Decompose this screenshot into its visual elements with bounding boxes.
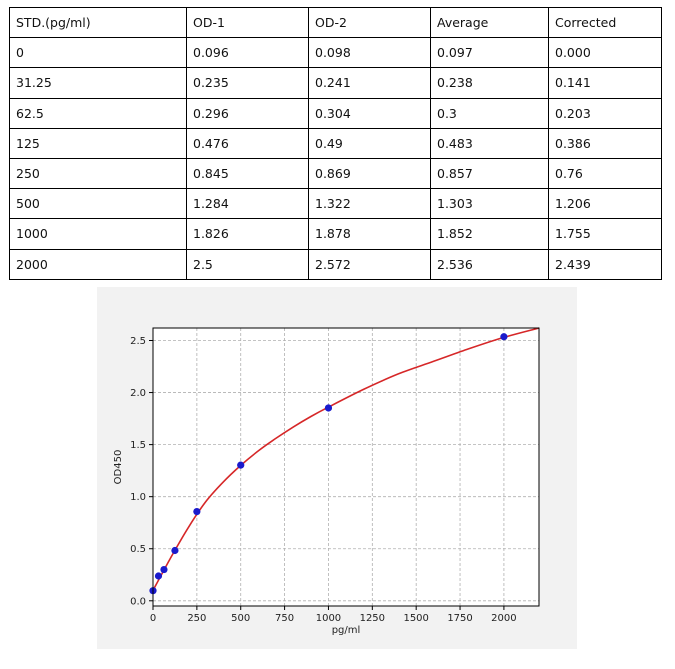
table-cell: 0 [9,37,187,69]
y-tick-label: 0.0 [130,596,146,607]
table-cell: 1.852 [430,218,549,250]
table-row: 500 1.284 1.322 1.303 1.206 [9,188,662,220]
table-cell: 0.000 [548,37,662,69]
table-cell: 0.141 [548,67,662,99]
x-tick-label: 2000 [491,613,516,624]
y-axis-label: OD450 [113,450,124,485]
table-cell: 0.238 [430,67,549,99]
table-cell: 250 [9,157,187,190]
header-cell: OD-2 [308,6,431,39]
table-cell: 62.5 [9,97,187,129]
y-tick-label: 2.5 [130,336,146,347]
chart-panel: 0 250 500 750 1000 1250 1500 1750 2000 0.0 0.5 1.0 1… [97,287,577,649]
table-cell: 1.755 [548,218,662,250]
table-cell: 0.845 [186,157,309,190]
table-cell: 0.098 [308,37,431,69]
table-cell: 0.483 [430,127,549,159]
x-tick-label: 1250 [360,613,385,624]
table-cell: 0.241 [308,67,431,99]
x-tick-label: 750 [275,613,294,624]
data-point [171,546,179,555]
table-cell: 500 [9,188,187,220]
standard-curve-chart: 0 250 500 750 1000 1250 1500 1750 2000 0.0 0.5 1.0 1… [113,327,540,636]
table-cell: 0.857 [430,157,549,190]
axis-ticks: 0 250 500 750 1000 1250 1500 1750 2000 0.0 0.5 1.0 1… [130,336,517,624]
table-cell: 0.49 [308,127,431,159]
fit-curve-layer [152,327,540,591]
table-cell: 0.296 [186,97,309,129]
x-tick-label: 1000 [316,613,341,624]
table-cell: 2000 [9,248,187,280]
table-row: 250 0.845 0.869 0.857 0.76 [9,157,662,190]
grid-lines [152,328,539,606]
header-cell: OD-1 [186,6,309,39]
table-cell: 0.097 [430,37,549,69]
table-cell: 0.869 [308,157,431,190]
table-cell: 2.5 [186,248,309,280]
table-header-row: STD.(pg/ml) OD-1 OD-2 Average Corrected [9,6,662,39]
table-cell: 2.536 [430,248,549,280]
y-tick-label: 1.5 [130,440,146,451]
header-cell: Average [430,6,549,39]
table-cell: 1.878 [308,218,431,250]
y-tick-label: 0.5 [130,544,146,555]
x-tick-label: 500 [231,613,250,624]
table-cell: 2.572 [308,248,431,280]
table-cell: 0.304 [308,97,431,129]
table-cell: 1000 [9,218,187,250]
fit-curve [152,327,540,591]
table-cell: 0.3 [430,97,549,129]
data-point [160,565,168,574]
table-cell: 125 [9,127,187,159]
table-cell: 1.303 [430,188,549,220]
table-cell: 0.203 [548,97,662,129]
x-axis-label: pg/ml [332,625,361,636]
table-row: 31.25 0.235 0.241 0.238 0.141 [9,67,662,99]
data-point [324,404,333,412]
header-cell: STD.(pg/ml) [9,6,187,39]
table-cell: 0.096 [186,37,309,69]
x-tick-label: 250 [187,613,206,624]
table-cell: 0.476 [186,127,309,159]
table-row: 1000 1.826 1.878 1.852 1.755 [9,218,662,250]
table-cell: 0.235 [186,67,309,99]
data-point [154,572,163,580]
table-cell: 2.439 [548,248,662,280]
plot-area [153,328,539,606]
data-point [500,333,508,341]
x-tick-label: 0 [150,613,156,624]
x-tick-label: 1750 [447,613,472,624]
table-cell: 0.76 [548,157,662,190]
table-row: 0 0.096 0.098 0.097 0.000 [9,37,662,69]
standard-curve-table: STD.(pg/ml) OD-1 OD-2 Average Corrected … [9,6,662,280]
table-cell: 1.284 [186,188,309,220]
table-cell: 1.322 [308,188,431,220]
data-point [193,507,201,516]
x-tick-label: 1500 [403,613,428,624]
table-cell: 1.206 [548,188,662,220]
data-point [237,461,245,469]
y-tick-label: 1.0 [130,492,146,503]
table-row: 125 0.476 0.49 0.483 0.386 [9,127,662,159]
table-row: 62.5 0.296 0.304 0.3 0.203 [9,97,662,129]
plot-frame [152,327,540,607]
table-cell: 1.826 [186,218,309,250]
table-cell: 0.386 [548,127,662,159]
header-cell: Corrected [548,6,662,39]
table-row: 2000 2.5 2.572 2.536 2.439 [9,248,662,280]
table-cell: 31.25 [9,67,187,99]
y-tick-label: 2.0 [130,388,146,399]
